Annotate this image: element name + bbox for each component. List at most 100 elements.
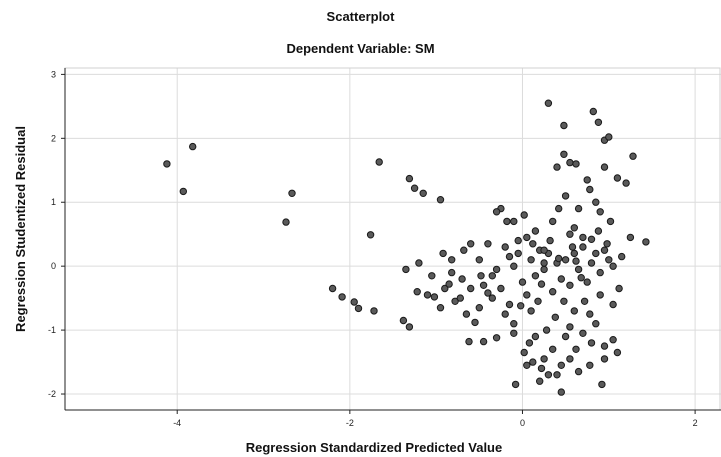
x-tick-label: -2	[346, 418, 354, 428]
plot-area	[64, 67, 721, 411]
scatter-point	[523, 361, 531, 369]
scatter-point	[536, 377, 544, 385]
scatter-point	[587, 339, 596, 347]
scatter-point	[413, 288, 421, 296]
scatter-point	[555, 254, 563, 263]
scatter-point	[399, 316, 408, 325]
scatter-point	[618, 252, 626, 261]
scatter-point	[531, 227, 540, 235]
scatter-point	[603, 240, 611, 248]
scatter-point	[606, 217, 615, 226]
scatter-point	[488, 294, 496, 302]
scatter-point	[560, 150, 568, 159]
scatter-point	[572, 345, 580, 353]
scatter-point	[475, 256, 483, 264]
scatter-point	[613, 174, 622, 182]
scatter-point	[566, 281, 574, 289]
scatter-point	[354, 304, 363, 313]
scatter-point	[598, 380, 606, 389]
scatter-point	[540, 246, 548, 254]
chart-title: Scatterplot	[326, 9, 395, 24]
scatter-point	[549, 345, 557, 353]
scatter-point	[555, 204, 563, 213]
scatter-point	[436, 196, 445, 204]
scatter-point	[594, 227, 603, 235]
scatter-point	[410, 184, 419, 192]
scatter-point	[441, 284, 449, 293]
scatter-point	[520, 211, 528, 219]
scatter-point	[537, 280, 546, 288]
scatter-point	[580, 297, 589, 305]
x-tick-label: -4	[173, 418, 181, 428]
scatter-point	[557, 388, 565, 396]
scatter-point	[557, 361, 565, 369]
scatter-point	[642, 238, 650, 246]
scatter-point	[551, 313, 559, 321]
scatter-point	[523, 233, 531, 242]
scatter-point	[518, 278, 527, 286]
scatter-point	[189, 142, 197, 151]
scatter-point	[560, 121, 568, 130]
scatter-point	[583, 176, 591, 184]
scatter-point	[566, 355, 574, 363]
scatter-point	[609, 300, 617, 309]
scatter-point	[511, 380, 520, 389]
y-axis-label: Regression Studentized Residual	[13, 126, 28, 332]
scatter-point	[520, 348, 528, 357]
x-tick-label: 2	[693, 418, 698, 428]
scatter-point	[600, 163, 609, 171]
scatter-point	[566, 230, 574, 238]
scatter-point	[570, 224, 578, 232]
scatter-point	[448, 256, 456, 264]
scatter-point	[471, 318, 479, 327]
scatter-point	[586, 310, 594, 318]
scatter-point	[448, 268, 456, 277]
scatter-point	[600, 342, 609, 350]
scatter-point	[370, 307, 378, 315]
scatter-point	[557, 275, 565, 283]
scatter-point	[467, 284, 475, 293]
scatter-point	[510, 329, 518, 337]
scatter-point	[366, 231, 375, 239]
scatter-point	[592, 249, 600, 258]
scatter-point	[596, 268, 604, 277]
scatter-point	[510, 262, 518, 270]
scatter-point	[537, 364, 546, 373]
scatter-point	[163, 160, 171, 168]
scatter-point	[613, 348, 622, 357]
scatter-point	[529, 358, 537, 366]
scatter-point	[462, 310, 471, 318]
scatter-point	[592, 320, 600, 328]
scatter-point	[460, 246, 468, 254]
scatter-point	[626, 233, 635, 242]
scatter-point	[572, 257, 580, 265]
scatter-point	[338, 293, 346, 301]
y-tick-label: 0	[51, 261, 56, 271]
scatter-point	[531, 332, 540, 341]
scatter-point	[629, 152, 637, 160]
y-tick-label: 2	[51, 133, 56, 143]
scatter-point	[589, 107, 597, 116]
scatter-point	[475, 304, 483, 312]
data-points	[163, 99, 650, 396]
scatter-point	[510, 217, 518, 226]
scatter-point	[488, 272, 496, 280]
scatter-point	[587, 259, 596, 267]
scatter-point	[534, 297, 542, 305]
scatter-point	[445, 280, 453, 288]
scatter-point	[574, 204, 583, 213]
scatter-point	[605, 256, 613, 264]
scatter-point	[436, 304, 445, 312]
scatter-point	[574, 367, 583, 376]
scatter-point	[405, 323, 414, 331]
scatter-point	[402, 265, 410, 274]
scatter-point	[428, 272, 436, 280]
scatter-point	[503, 217, 511, 226]
scatter-point	[596, 208, 604, 216]
scatter-point	[615, 284, 623, 293]
scatter-point	[594, 118, 603, 127]
scatter-point	[561, 256, 570, 264]
scatter-point	[566, 158, 574, 167]
scatter-point	[542, 326, 551, 334]
scatter-point	[568, 243, 577, 251]
